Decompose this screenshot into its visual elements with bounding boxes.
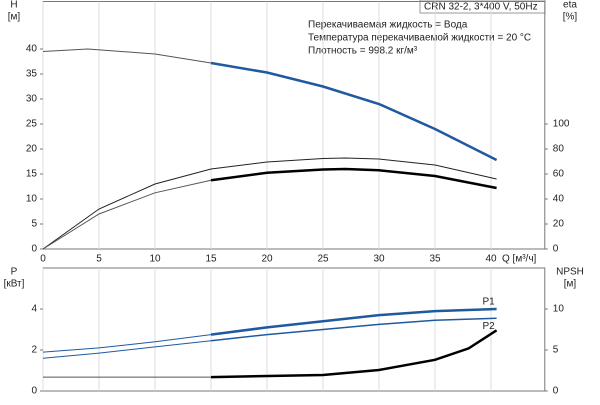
curve xyxy=(210,61,498,162)
curve xyxy=(210,317,497,342)
y-axis-label: P xyxy=(11,267,18,278)
y-tick-label: 15 xyxy=(26,169,38,180)
y2-axis-unit: [%] xyxy=(563,12,578,23)
x-tick-label: 5 xyxy=(96,254,102,265)
y2-axis-unit: [м] xyxy=(564,279,577,290)
y-tick-label: 20 xyxy=(26,144,38,155)
x-tick-label: 20 xyxy=(261,254,273,265)
x-tick-label: 40 xyxy=(485,254,497,265)
curve xyxy=(210,329,498,379)
y-tick-label: 40 xyxy=(26,44,38,55)
y-axis-unit: [м] xyxy=(8,12,21,23)
curve xyxy=(42,340,212,359)
y-tick-label: 4 xyxy=(31,304,37,315)
y2-tick-label: 100 xyxy=(553,119,570,130)
y2-tick-label: 40 xyxy=(553,194,565,205)
y2-tick-label: 80 xyxy=(553,144,565,155)
y-axis-unit: [кВт] xyxy=(4,279,25,290)
y-tick-label: 25 xyxy=(26,119,38,130)
y2-axis-label: eta xyxy=(563,0,577,11)
curve xyxy=(210,167,497,190)
y-axis-label: H xyxy=(10,0,17,11)
x-tick-label: 10 xyxy=(149,254,161,265)
curve xyxy=(42,48,212,64)
y2-tick-label: 20 xyxy=(553,219,565,230)
y2-tick-label: 10 xyxy=(553,304,565,315)
curve xyxy=(42,179,212,250)
y-tick-label: 2 xyxy=(31,345,37,356)
y2-tick-label: 0 xyxy=(553,244,559,255)
x-tick-label: 35 xyxy=(429,254,441,265)
y-tick-label: 30 xyxy=(26,94,38,105)
plot-frame xyxy=(42,267,546,392)
x-tick-label: 0 xyxy=(40,254,46,265)
info-line: Температура перекачиваемой жидкости = 20… xyxy=(308,33,531,44)
info-title: CRN 32-2, 3*400 V, 50Hz xyxy=(424,2,538,13)
y2-tick-label: 5 xyxy=(553,345,559,356)
curve-label: P2 xyxy=(483,321,496,332)
y-tick-label: 0 xyxy=(31,386,37,397)
curve-label: P1 xyxy=(483,297,496,308)
curve xyxy=(42,157,497,250)
info-line: Плотность = 998.2 кг/м³ xyxy=(308,46,418,57)
curve xyxy=(42,334,212,353)
x-axis-label: Q [м³/ч] xyxy=(502,254,537,265)
y2-tick-label: 0 xyxy=(553,386,559,397)
y2-axis-label: NPSH xyxy=(556,267,584,278)
y-tick-label: 0 xyxy=(31,244,37,255)
x-tick-label: 30 xyxy=(373,254,385,265)
x-tick-label: 25 xyxy=(317,254,329,265)
y-tick-label: 35 xyxy=(26,69,38,80)
curve xyxy=(210,307,497,336)
x-tick-label: 15 xyxy=(205,254,217,265)
y-tick-label: 10 xyxy=(26,194,38,205)
info-line: Перекачиваемая жидкость = Вода xyxy=(308,20,468,31)
y2-tick-label: 60 xyxy=(553,169,565,180)
y-tick-label: 5 xyxy=(31,219,37,230)
